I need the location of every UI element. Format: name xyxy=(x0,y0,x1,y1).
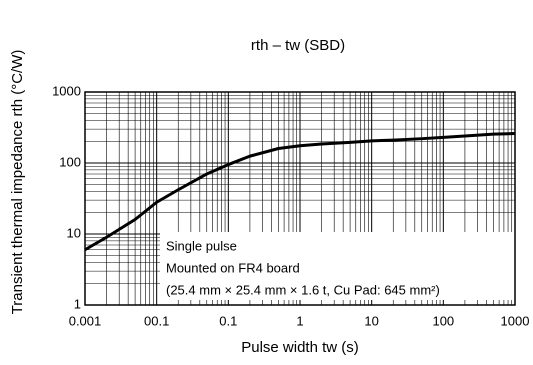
annotation: (25.4 mm × 25.4 mm × 1.6 t, Cu Pad: 645 … xyxy=(166,282,440,297)
annotation: Mounted on FR4 board xyxy=(166,260,300,275)
x-tick-label: 100 xyxy=(432,313,454,328)
x-tick-label: 1000 xyxy=(501,313,530,328)
y-axis-label: Transient thermal impedance rth (°C/W) xyxy=(9,50,26,315)
x-tick-label: 10 xyxy=(364,313,378,328)
plot-frame xyxy=(84,91,516,306)
x-tick-label: 0.001 xyxy=(69,313,102,328)
curve xyxy=(84,132,516,252)
y-tick-label: 1000 xyxy=(52,83,81,98)
x-axis-label: Pulse width tw (s) xyxy=(241,339,359,356)
y-tick-label: 1 xyxy=(74,296,81,311)
x-tick-label: 0.1 xyxy=(219,313,237,328)
y-tick-label: 100 xyxy=(59,154,81,169)
x-tick-label: 1 xyxy=(296,313,303,328)
annotation-box xyxy=(160,232,515,300)
y-tick-label: 10 xyxy=(67,225,81,240)
x-tick-label: 00.1 xyxy=(144,313,169,328)
annotation: Single pulse xyxy=(166,238,237,253)
chart-title: rth – tw (SBD) xyxy=(251,37,345,54)
